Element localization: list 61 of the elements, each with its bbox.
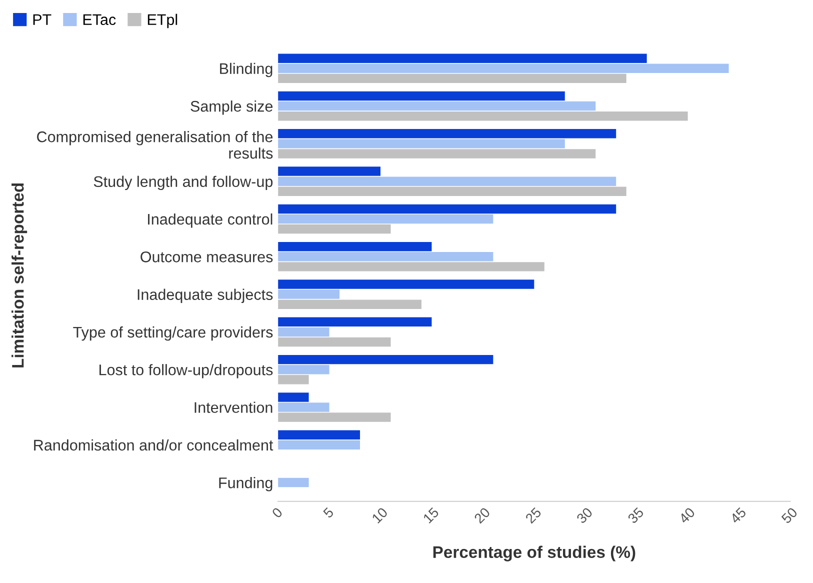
bar (278, 440, 360, 450)
bar (278, 290, 340, 299)
y-tick-label: Inadequate subjects (138, 288, 273, 303)
y-tick-label: Sample size (190, 100, 273, 115)
x-tick-label: 5 (322, 507, 334, 519)
bar (278, 111, 688, 121)
x-tick-label: 20 (474, 506, 491, 524)
bar (278, 252, 494, 262)
y-tick-label: Inadequate control (148, 213, 272, 228)
legend-label: ETpl (148, 14, 178, 28)
legend-label: PT (33, 14, 52, 25)
bar (278, 375, 309, 384)
bar (278, 64, 729, 73)
x-tick-label: 40 (678, 506, 696, 524)
x-tick-label: 10 (371, 506, 388, 524)
bar (278, 101, 596, 111)
y-tick-label: Outcome measures (140, 252, 273, 262)
y-tick-label: Intervention (194, 402, 272, 413)
bar (278, 327, 330, 337)
legend-label: ETac (83, 14, 116, 26)
bar (278, 364, 330, 374)
bar (278, 392, 309, 402)
x-tick-label: 35 (627, 506, 644, 524)
x-tick-label: 0 (271, 506, 284, 519)
bar (278, 214, 494, 224)
bar (278, 74, 626, 84)
x-axis-title: Percentage of studies (%) (433, 546, 636, 562)
bar (278, 300, 422, 309)
bar (278, 478, 309, 488)
y-axis-title: Limitation self-reported (12, 183, 28, 368)
x-tick-label: 25 (524, 506, 542, 524)
y-tick-label: Study length and follow-up (94, 176, 273, 190)
bar (278, 166, 380, 176)
x-tick-label: 50 (780, 506, 798, 524)
bar (278, 317, 432, 327)
bar (278, 412, 391, 422)
bar (278, 354, 494, 364)
bar (278, 54, 647, 63)
bar (278, 149, 596, 158)
bar (278, 186, 626, 196)
bar (278, 430, 360, 440)
y-tick-label: Randomisation and/or concealment (34, 439, 274, 451)
bar (278, 176, 616, 186)
y-tick-label: Funding (219, 477, 272, 492)
y-tick-label: Type of setting/care providers (73, 326, 273, 341)
bar (278, 139, 565, 148)
bar (278, 204, 616, 214)
x-tick-label: 45 (730, 507, 747, 524)
bar (278, 337, 391, 347)
bar (278, 129, 616, 138)
x-tick-label: 15 (422, 507, 440, 524)
bar (278, 224, 391, 234)
y-tick-label: Compromised generalisation of the results (37, 131, 273, 159)
bar (278, 91, 565, 101)
y-tick-label: Lost to follow-up/dropouts (100, 364, 273, 378)
bar (278, 280, 534, 289)
bar (278, 242, 432, 252)
bar (278, 262, 544, 272)
bar (278, 402, 330, 412)
x-tick-label: 30 (576, 506, 594, 524)
y-tick-label: Blinding (220, 62, 272, 78)
